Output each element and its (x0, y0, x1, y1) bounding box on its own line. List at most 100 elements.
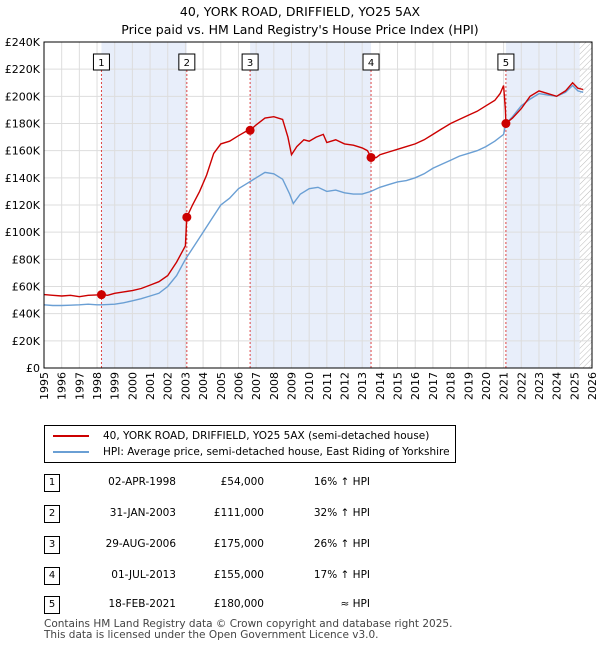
sale-marker-label: 3 (247, 58, 253, 69)
legend-swatch-hpi (53, 451, 89, 453)
y-tick-label: £220K (5, 63, 41, 76)
x-tick-label: 2005 (215, 372, 228, 400)
y-tick-label: £0 (26, 362, 40, 375)
x-tick-label: 2022 (515, 372, 528, 400)
x-tick-label: 2014 (374, 372, 387, 400)
y-tick-label: £20K (12, 335, 41, 348)
x-tick-label: 2000 (126, 372, 139, 400)
x-tick-label: 2020 (480, 372, 493, 400)
sale-hpi-comparison: 17% ↑ HPI (313, 569, 370, 581)
sale-point (96, 290, 106, 300)
y-tick-label: £240K (5, 36, 41, 49)
sale-price: £111,000 (213, 507, 264, 519)
legend-item-property: 40, YORK ROAD, DRIFFIELD, YO25 5AX (semi… (53, 428, 429, 444)
x-tick-label: 2024 (551, 372, 564, 400)
chart-subtitle: Price paid vs. HM Land Registry's House … (121, 22, 479, 37)
sale-price: £180,000 (213, 598, 264, 610)
sale-point (182, 212, 192, 222)
sale-row: 5 18-FEB-2021 £180,000 ≈ HPI (40, 596, 440, 614)
x-tick-label: 2013 (356, 372, 369, 400)
footer-attribution: Contains HM Land Registry data © Crown c… (44, 619, 452, 641)
sale-date: 31-JAN-2003 (109, 507, 176, 519)
legend-label-property: 40, YORK ROAD, DRIFFIELD, YO25 5AX (semi… (103, 430, 430, 442)
y-tick-label: £80K (12, 253, 41, 266)
x-tick-label: 1995 (38, 372, 51, 400)
sale-point (501, 119, 511, 128)
sale-marker-box (497, 53, 515, 71)
y-tick-label: £160K (5, 145, 41, 158)
x-tick-label: 2017 (427, 372, 440, 400)
y-tick-label: £120K (5, 199, 41, 212)
sale-price: £155,000 (213, 569, 264, 581)
x-tick-label: 2008 (268, 372, 281, 400)
x-tick-label: 2016 (409, 372, 422, 400)
sale-number-badge: 4 (44, 567, 60, 585)
series-line (43, 81, 584, 298)
legend-item-hpi: HPI: Average price, semi-detached house,… (53, 444, 450, 460)
sale-marker-box (362, 53, 380, 71)
sale-date: 02-APR-1998 (108, 476, 176, 488)
sale-hpi-comparison: ≈ HPI (340, 598, 370, 610)
sale-row: 4 01-JUL-2013 £155,000 17% ↑ HPI (40, 567, 440, 585)
legend-label-hpi: HPI: Average price, semi-detached house,… (103, 446, 450, 458)
sale-hpi-comparison: 16% ↑ HPI (313, 476, 370, 488)
sale-row: 3 29-AUG-2006 £175,000 26% ↑ HPI (40, 536, 440, 554)
x-tick-label: 2002 (162, 372, 175, 400)
series-line (43, 84, 584, 307)
x-tick-label: 2010 (303, 372, 316, 400)
sale-date: 29-AUG-2006 (105, 538, 176, 550)
x-tick-label: 2019 (462, 372, 475, 400)
y-tick-label: £200K (5, 90, 41, 103)
x-tick-label: 2009 (285, 372, 298, 400)
y-tick-label: £180K (5, 118, 41, 131)
sale-number-badge: 1 (44, 474, 60, 492)
sale-marker-box (241, 53, 259, 71)
sale-number-badge: 2 (44, 505, 60, 523)
x-tick-label: 2025 (568, 372, 581, 400)
sale-row: 2 31-JAN-2003 £111,000 32% ↑ HPI (40, 505, 440, 523)
plot-frame (43, 41, 593, 369)
x-tick-label: 2012 (339, 372, 352, 400)
x-tick-label: 2011 (321, 372, 334, 400)
x-tick-label: 1997 (73, 372, 86, 400)
footer-copyright: Contains HM Land Registry data © Crown c… (44, 618, 453, 630)
sale-point (366, 152, 376, 162)
sale-date: 01-JUL-2013 (111, 569, 176, 581)
legend-swatch-property (53, 435, 89, 437)
chart-title: 40, YORK ROAD, DRIFFIELD, YO25 5AX (179, 4, 421, 19)
sale-marker-label: 4 (368, 58, 374, 69)
sale-price: £54,000 (220, 476, 264, 488)
x-tick-label: 2026 (586, 372, 599, 400)
y-tick-label: £140K (5, 172, 41, 185)
sale-marker-label: 1 (98, 58, 104, 69)
price-chart: 1 2 3 4 5 £0 £20K £40K £60K £80K £100K £120K £140K £… (5, 36, 599, 400)
x-tick-label: 2023 (533, 372, 546, 400)
sale-number-badge: 5 (44, 596, 60, 614)
sale-marker-label: 5 (503, 58, 509, 69)
sale-price: £175,000 (213, 538, 264, 550)
x-tick-label: 1998 (91, 372, 104, 400)
x-tick-label: 2018 (445, 372, 458, 400)
x-tick-label: 1996 (56, 372, 69, 400)
footer-license: This data is licensed under the Open Gov… (44, 629, 379, 641)
sale-marker-box (92, 53, 110, 71)
x-tick-label: 2001 (144, 372, 157, 400)
sale-marker-label: 2 (184, 58, 190, 69)
sale-number-badge: 3 (44, 536, 60, 554)
x-tick-label: 2015 (392, 372, 405, 400)
sale-date: 18-FEB-2021 (108, 598, 176, 610)
x-tick-label: 2003 (179, 372, 192, 400)
x-tick-label: 1999 (109, 372, 122, 400)
y-tick-label: £40K (12, 308, 41, 321)
sale-marker-box (178, 53, 196, 71)
x-tick-label: 2007 (250, 372, 263, 400)
y-tick-label: £100K (5, 226, 41, 239)
x-tick-label: 2021 (498, 372, 511, 400)
x-tick-label: 2004 (197, 372, 210, 400)
sale-row: 1 02-APR-1998 £54,000 16% ↑ HPI (40, 474, 440, 492)
y-tick-label: £60K (12, 281, 41, 294)
chart-legend: 40, YORK ROAD, DRIFFIELD, YO25 5AX (semi… (44, 425, 456, 463)
x-tick-label: 2006 (232, 372, 245, 400)
sale-hpi-comparison: 26% ↑ HPI (313, 538, 370, 550)
sale-point (245, 125, 255, 135)
